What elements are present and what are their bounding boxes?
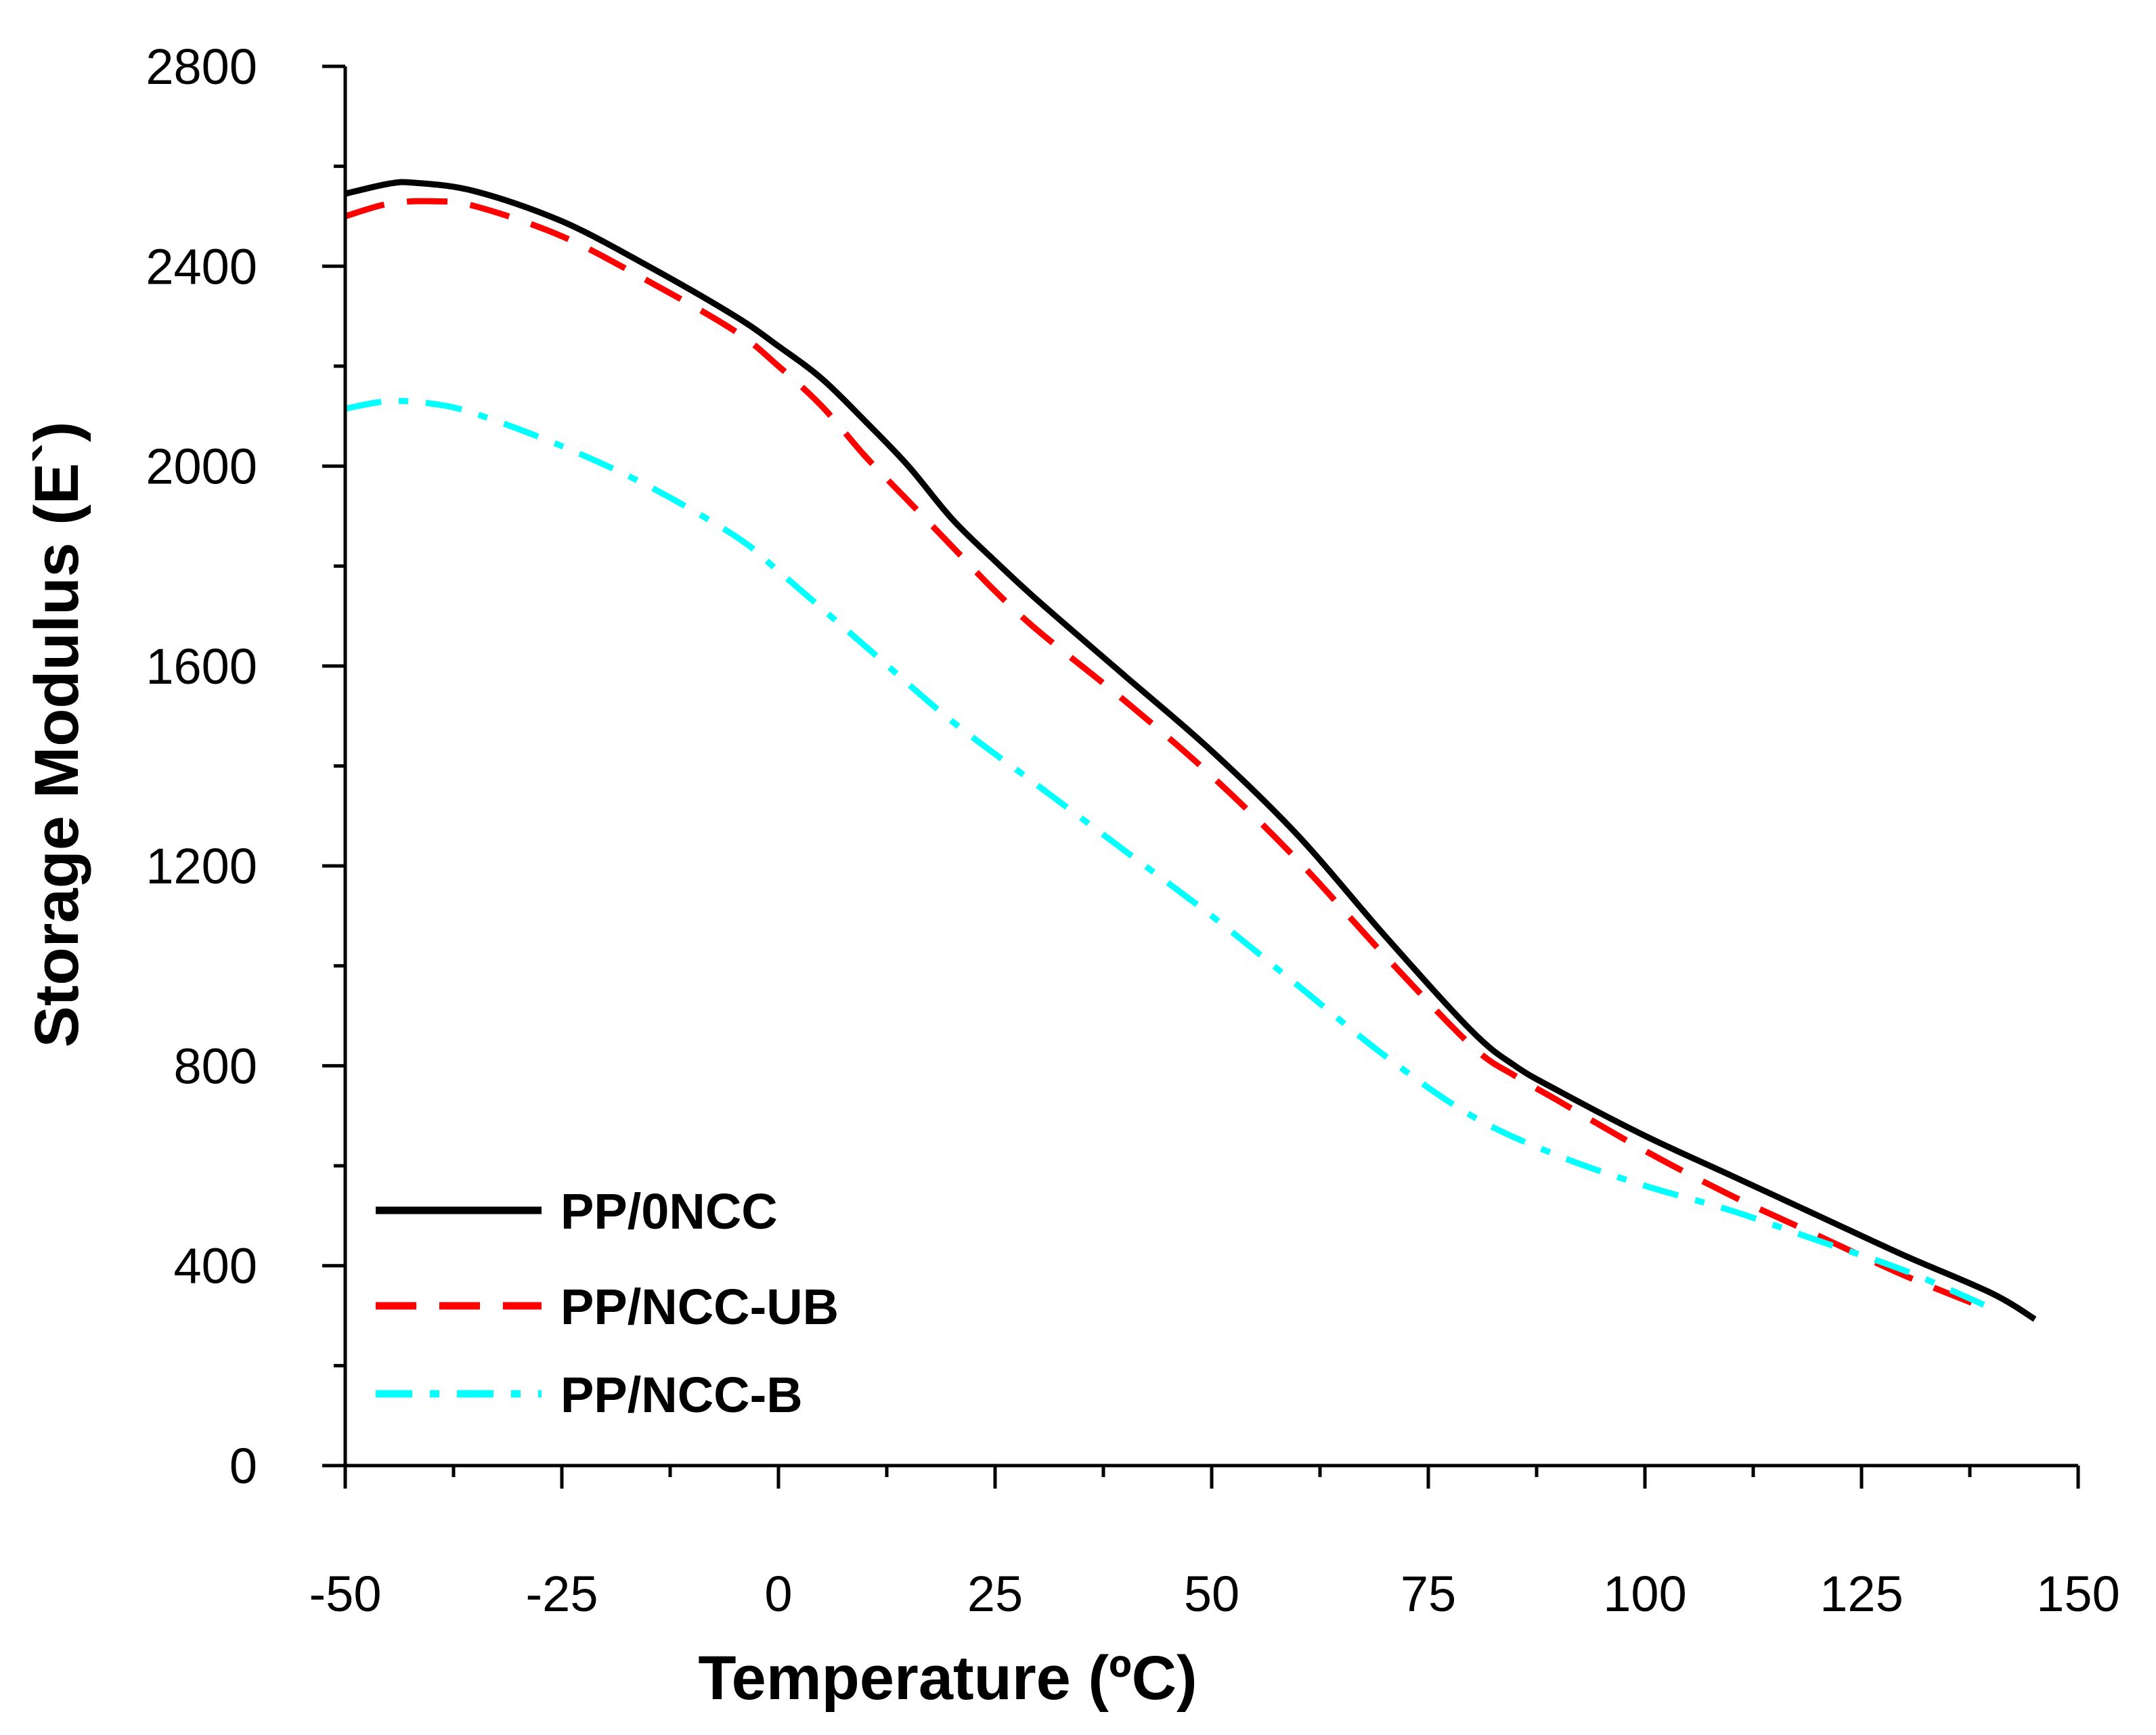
series-line-pp-ncc-b — [345, 397, 1993, 1311]
y-tick-label: 1200 — [146, 838, 257, 894]
x-ticks: -50 -25 0 25 50 75 100 125 150 — [309, 1466, 2120, 1622]
axes: 0 400 800 1200 1600 2000 2400 2800 -50 -25 0 25 50 7… — [146, 39, 2119, 1622]
y-tick-label: 2000 — [146, 439, 257, 495]
y-tick-label: 2800 — [146, 39, 257, 95]
legend: PP/0NCC PP/NCC-UB PP/NCC-B — [376, 1183, 839, 1423]
x-tick-label: 50 — [1184, 1566, 1239, 1622]
series-line-pp-ncc-ub — [344, 198, 1993, 1314]
y-tick-label: 1600 — [146, 638, 257, 695]
y-tick-label: 400 — [174, 1238, 257, 1294]
legend-label-pp-ncc-ub: PP/NCC-UB — [560, 1279, 839, 1335]
legend-label-pp-0ncc: PP/0NCC — [560, 1183, 778, 1239]
x-tick-label: 75 — [1401, 1566, 1456, 1622]
series-lines — [344, 179, 2037, 1322]
x-tick-label: 0 — [764, 1566, 792, 1622]
series-line-pp-0ncc — [345, 179, 2037, 1322]
x-tick-label: 125 — [1820, 1566, 1903, 1622]
legend-label-pp-ncc-b: PP/NCC-B — [560, 1367, 803, 1423]
y-tick-label: 800 — [174, 1038, 257, 1094]
x-tick-label: -25 — [526, 1566, 598, 1622]
y-axis-title: Storage Modulus (E`) — [22, 421, 91, 1047]
x-tick-label: -50 — [309, 1566, 382, 1622]
x-axis-title: Temperature (ºC) — [698, 1644, 1197, 1713]
y-tick-label: 2400 — [146, 238, 257, 294]
x-tick-label: 150 — [2036, 1566, 2119, 1622]
y-ticks: 0 400 800 1200 1600 2000 2400 2800 — [146, 39, 345, 1494]
x-tick-label: 100 — [1603, 1566, 1686, 1622]
x-tick-label: 25 — [967, 1566, 1023, 1622]
y-tick-label: 0 — [229, 1438, 257, 1494]
